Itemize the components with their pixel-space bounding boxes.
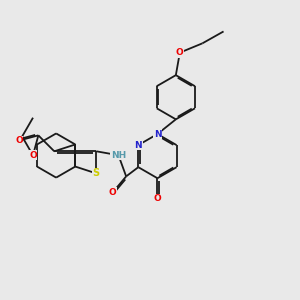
Text: N: N	[134, 141, 142, 150]
Text: O: O	[154, 194, 161, 203]
Text: O: O	[29, 151, 37, 160]
Text: NH: NH	[111, 151, 126, 160]
Text: N: N	[154, 130, 161, 139]
Text: S: S	[93, 168, 100, 178]
Text: O: O	[176, 48, 184, 57]
Text: O: O	[109, 188, 117, 197]
Text: O: O	[15, 136, 23, 145]
